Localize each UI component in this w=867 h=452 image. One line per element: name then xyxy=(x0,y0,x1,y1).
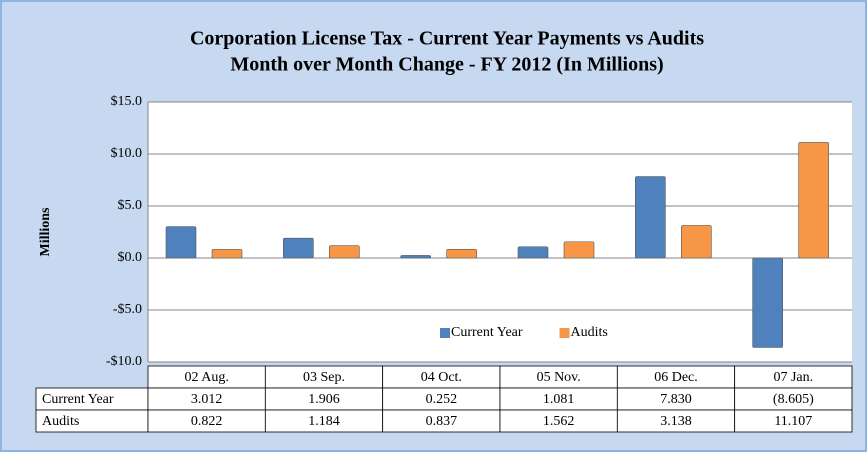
data-label: 1.906 xyxy=(308,392,340,407)
data-label: 0.252 xyxy=(426,392,458,407)
bar xyxy=(517,246,549,259)
data-label: 1.081 xyxy=(543,392,575,407)
table-row-label: Current Year xyxy=(42,392,114,407)
x-tick-label: 07 Jan. xyxy=(773,370,813,385)
data-label: (8.605) xyxy=(773,392,814,407)
y-tick-label: $15.0 xyxy=(111,94,143,109)
bar xyxy=(635,176,666,259)
y-tick-label: $5.0 xyxy=(118,198,143,213)
data-label: 1.562 xyxy=(543,414,575,429)
chart-title: Corporation License Tax - Current Year P… xyxy=(190,28,704,50)
bar xyxy=(681,225,712,259)
y-tick-label: $10.0 xyxy=(111,146,143,161)
bar xyxy=(752,257,783,348)
data-label: 0.837 xyxy=(426,414,458,429)
legend-swatch xyxy=(440,328,450,338)
data-label: 11.107 xyxy=(774,414,812,429)
x-tick-label: 05 Nov. xyxy=(537,370,581,385)
legend-label: Current Year xyxy=(451,325,523,340)
bar xyxy=(165,226,197,259)
legend-label: Audits xyxy=(571,325,608,340)
table-cell xyxy=(734,409,853,433)
plot-area xyxy=(148,102,852,362)
bar xyxy=(211,249,243,259)
y-tick-label: -$10.0 xyxy=(106,354,142,369)
bar xyxy=(446,248,477,259)
bar xyxy=(329,245,360,259)
x-tick-label: 03 Sep. xyxy=(303,370,345,385)
data-label: 7.830 xyxy=(660,392,692,407)
bar xyxy=(400,255,431,259)
chart-subtitle: Month over Month Change - FY 2012 (In Mi… xyxy=(230,54,663,76)
bar xyxy=(283,237,314,259)
data-label: 3.012 xyxy=(191,392,223,407)
legend-swatch xyxy=(559,328,570,338)
data-label: 0.822 xyxy=(191,414,223,429)
x-tick-label: 04 Oct. xyxy=(421,370,462,385)
data-label: 1.184 xyxy=(308,414,340,429)
y-tick-label: -$5.0 xyxy=(113,302,142,317)
y-axis-label: Millions xyxy=(38,207,53,257)
bar xyxy=(563,241,595,259)
x-tick-label: 06 Dec. xyxy=(654,370,698,385)
bar xyxy=(798,142,829,259)
table-row-label: Audits xyxy=(42,414,79,429)
x-tick-label: 02 Aug. xyxy=(184,370,228,385)
y-tick-label: $0.0 xyxy=(118,250,143,265)
data-label: 3.138 xyxy=(660,414,692,429)
